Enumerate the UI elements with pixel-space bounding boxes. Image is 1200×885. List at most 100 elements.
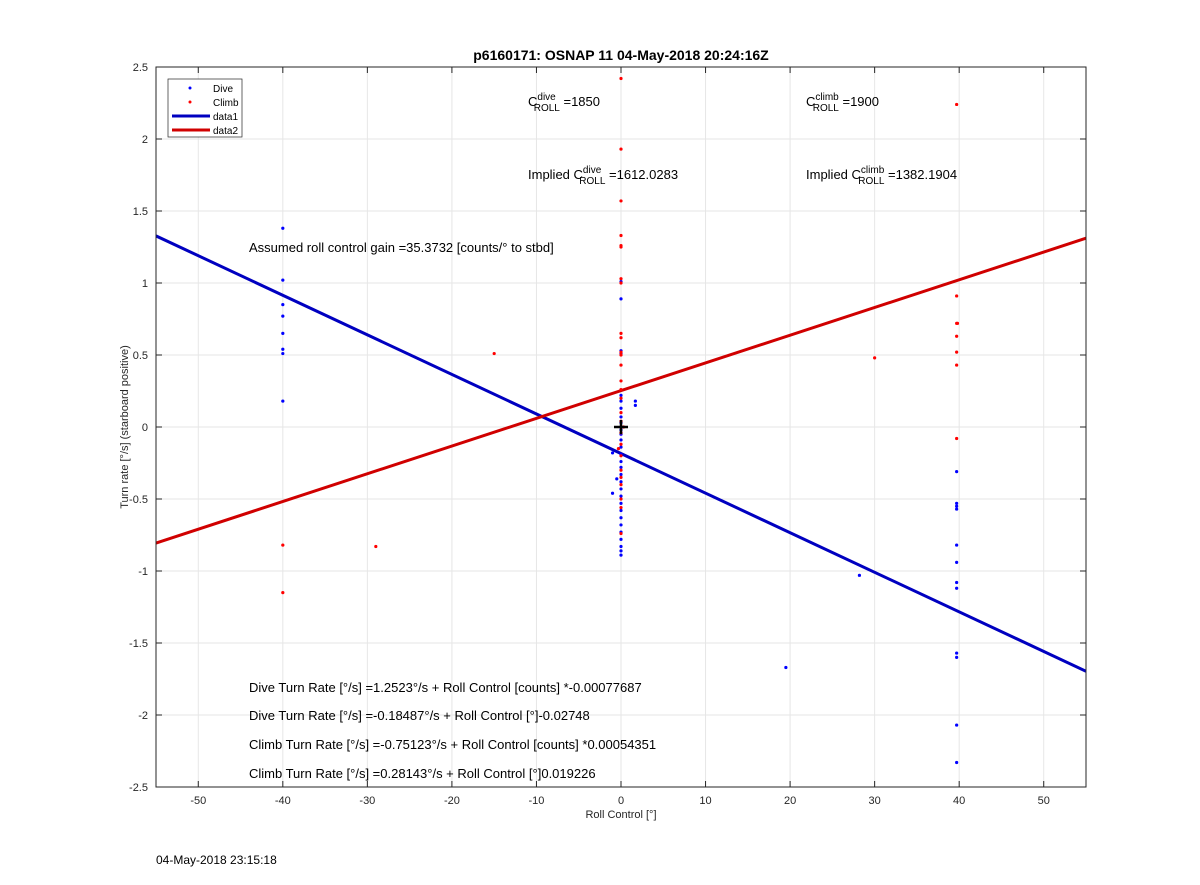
y-tick-label: 0.5 [133,350,148,362]
x-tick-label: -10 [529,795,545,807]
x-tick-label: -40 [275,795,291,807]
dive-point [955,723,959,727]
dive-point [633,399,637,403]
climb-point [619,233,623,238]
climb-point [619,147,623,151]
climb-point [619,396,623,400]
y-tick-label: 0 [142,422,148,434]
climb-point [619,442,623,446]
dive-point [955,651,959,655]
dive-point [857,573,862,577]
climb-point [281,543,285,547]
climb-point [619,387,623,392]
dive-point [281,226,285,230]
dive-point [619,393,623,397]
climb-point [619,336,623,340]
x-tick-label: 40 [953,795,965,807]
y-tick-label: -2 [138,710,148,722]
dive-point [281,303,285,307]
y-tick-label: -0.5 [129,494,148,506]
climb-point [619,468,623,472]
dive-point [619,465,623,469]
x-tick-label: -20 [444,795,460,807]
climb-point [619,506,623,510]
climb-point [374,544,378,549]
c-dive-annotation: Cdive ROLL =1850 [528,92,600,114]
legend-data2-label: data2 [213,126,238,137]
climb-point [619,531,623,536]
dive-point [619,297,623,301]
climb-point [619,454,623,458]
dive-point [619,501,623,505]
dive-point [619,487,623,491]
y-axis-label: Turn rate [°/s] (starboard positive) [119,345,131,509]
dive-point [955,543,959,547]
climb-point [619,411,623,415]
ticks: -50 -40 -30 -20 -10 0 10 20 30 40 50-2.5-2-1.5-1-0… [129,62,1086,807]
dive-point [610,451,615,455]
dive-point [619,494,623,498]
climb-point [955,321,960,325]
dive-point [619,553,623,557]
y-tick-label: 1 [142,278,148,290]
legend-dive-marker [188,86,192,90]
dive-point [619,406,623,410]
climb-point [619,245,623,249]
x-tick-label: 30 [869,795,881,807]
legend-data1-label: data1 [213,112,238,123]
dive-point [619,445,623,449]
dive-point [619,480,623,484]
climb-point [619,475,623,479]
climb-point [955,363,959,367]
climb-point [619,281,623,285]
dive-point [281,351,285,356]
dive-point [615,477,619,481]
climb-point [619,277,623,281]
x-tick-label: 20 [784,795,796,807]
climb-point [619,497,623,501]
fit-line-climb-counts: Climb Turn Rate [°/s] =-0.75123°/s + Rol… [249,737,656,752]
dive-point [281,314,285,318]
dive-point [955,655,959,660]
x-axis-label: Roll Control [°] [585,809,656,821]
dive-point [955,586,959,590]
dive-point [619,459,623,464]
fit-line-climb-degrees: Climb Turn Rate [°/s] =0.28143°/s + Roll… [249,766,596,781]
climb-point [619,350,623,354]
dive-point [619,438,623,442]
x-tick-label: 50 [1038,795,1050,807]
dive-point [784,665,788,670]
dive-point [610,491,615,495]
x-tick-label: -30 [359,795,375,807]
dive-point [955,580,959,585]
fit-line-dive-degrees: Dive Turn Rate [°/s] =-0.18487°/s + Roll… [249,708,590,723]
x-tick-label: 10 [699,795,711,807]
climb-point [955,436,959,441]
climb-point [955,294,959,298]
y-tick-label: -2.5 [129,782,148,794]
climb-point [955,334,959,338]
dive-point [281,278,285,282]
climb-point [492,351,496,356]
dive-point [619,516,623,520]
y-tick-label: 2 [142,134,148,146]
climb-point [619,483,623,487]
legend-box [167,78,243,138]
climb-point [955,350,959,354]
dive-point [955,560,959,564]
data-layer [156,76,1086,765]
c-climb-annotation: Cclimb ROLL =1900 [806,92,879,114]
dive-point [281,347,285,351]
dive-point [619,508,623,513]
climb-point [619,199,623,203]
dive-point [281,399,285,403]
y-tick-label: 1.5 [133,206,148,218]
legend-climb-label: Climb [213,98,239,109]
legend-climb-marker [188,100,192,104]
dive-point [619,415,623,419]
implied-dive-annotation: Implied Cdive ROLL =1612.0283 [528,165,678,187]
dive-point [281,331,285,335]
climb-point [619,331,623,335]
dive-point [955,507,959,511]
